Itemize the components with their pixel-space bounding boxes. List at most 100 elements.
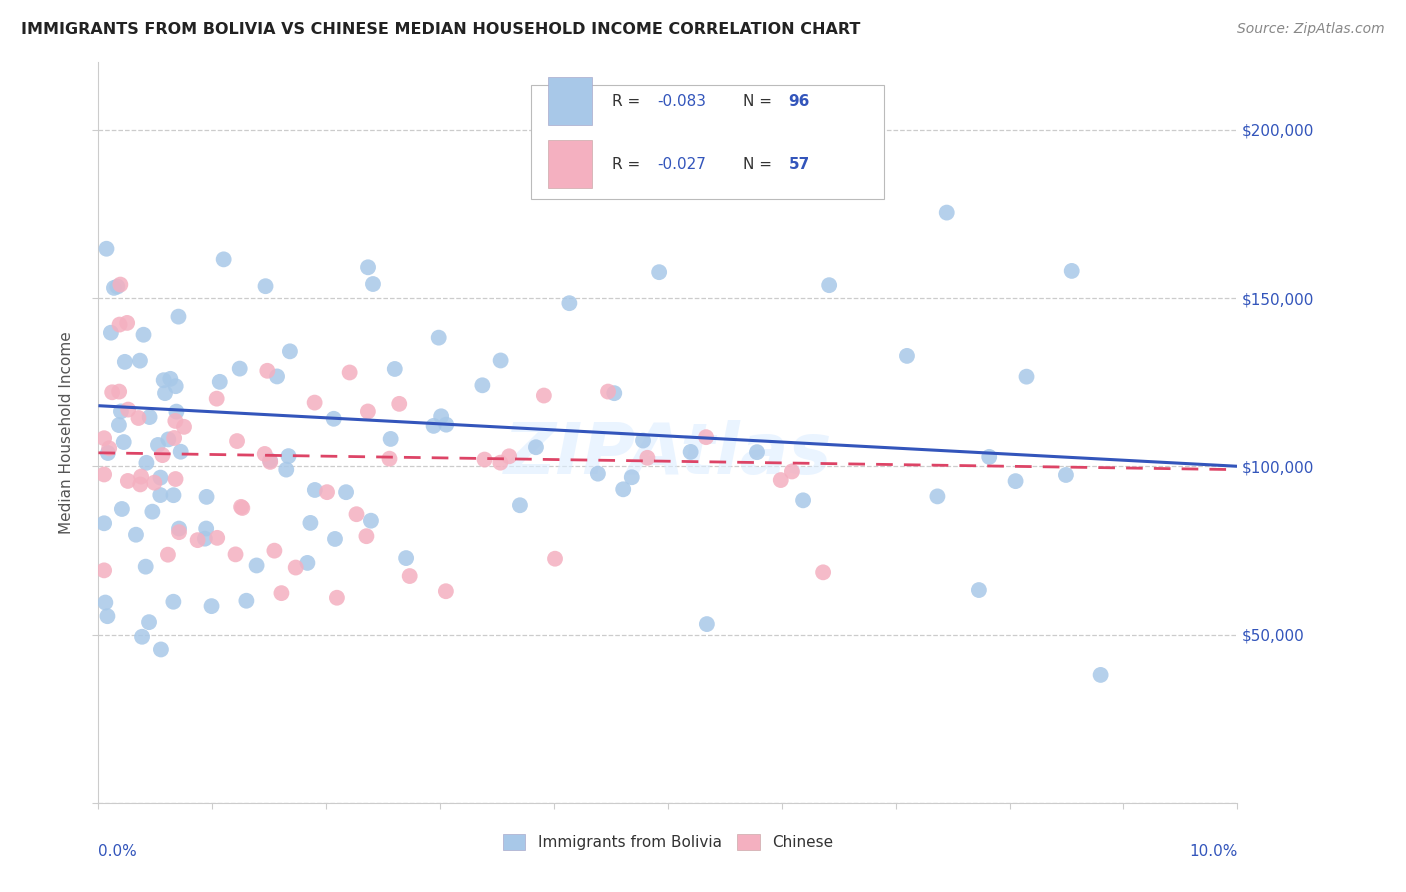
Text: R =: R = <box>612 157 645 172</box>
Point <box>631 434 654 448</box>
Point <box>152 373 174 387</box>
Point <box>108 318 131 332</box>
Point <box>544 551 567 566</box>
Point <box>129 477 152 491</box>
Point <box>696 617 718 632</box>
FancyBboxPatch shape <box>548 78 592 126</box>
Point <box>231 500 253 515</box>
Point <box>173 420 195 434</box>
Point <box>357 260 380 275</box>
Point <box>162 595 184 609</box>
Point <box>105 279 128 293</box>
Point <box>792 493 814 508</box>
Point <box>471 378 494 392</box>
Point <box>780 465 803 479</box>
Text: Source: ZipAtlas.com: Source: ZipAtlas.com <box>1237 22 1385 37</box>
Point <box>434 584 457 599</box>
Point <box>110 277 132 292</box>
Point <box>422 418 444 433</box>
Point <box>157 433 180 447</box>
Point <box>498 450 520 464</box>
Point <box>115 316 138 330</box>
Point <box>304 483 326 497</box>
Point <box>225 547 247 561</box>
Point <box>96 242 118 256</box>
Point <box>769 473 792 487</box>
Point <box>316 485 339 500</box>
Point <box>103 281 125 295</box>
Point <box>811 566 834 580</box>
Point <box>100 326 122 340</box>
Point <box>745 445 768 459</box>
Point <box>304 395 326 409</box>
Point <box>132 327 155 342</box>
Text: -0.027: -0.027 <box>658 157 706 172</box>
Point <box>108 384 131 399</box>
Point <box>141 505 163 519</box>
Point <box>253 447 276 461</box>
Point <box>127 411 149 425</box>
Point <box>818 278 841 293</box>
Point <box>967 582 990 597</box>
Point <box>339 366 361 380</box>
Point <box>384 362 406 376</box>
Point <box>98 442 121 456</box>
Point <box>205 531 228 545</box>
Point <box>254 279 277 293</box>
Point <box>156 548 179 562</box>
Point <box>326 591 349 605</box>
Point <box>935 205 957 219</box>
Point <box>229 500 252 514</box>
Text: -0.083: -0.083 <box>658 94 707 109</box>
Point <box>360 514 382 528</box>
Point <box>276 462 298 476</box>
Point <box>524 440 547 454</box>
Point <box>896 349 918 363</box>
Point <box>93 431 115 445</box>
Point <box>474 452 496 467</box>
Point <box>212 252 235 267</box>
Point <box>489 456 512 470</box>
Point <box>434 417 457 432</box>
Point <box>398 569 420 583</box>
Point <box>266 369 288 384</box>
Point <box>117 402 139 417</box>
Point <box>489 353 512 368</box>
Point <box>170 444 193 458</box>
Point <box>263 543 285 558</box>
Point <box>149 642 172 657</box>
Point <box>159 372 181 386</box>
Point <box>927 489 949 503</box>
FancyBboxPatch shape <box>531 85 884 200</box>
Point <box>430 409 453 424</box>
Point <box>509 498 531 512</box>
Point <box>135 456 157 470</box>
Point <box>165 414 187 428</box>
Point <box>194 532 217 546</box>
Text: 0.0%: 0.0% <box>98 844 138 858</box>
Point <box>149 470 172 484</box>
Point <box>187 533 209 548</box>
Point <box>94 596 117 610</box>
Point <box>228 361 250 376</box>
Point <box>101 385 124 400</box>
Point <box>165 379 187 393</box>
Point <box>165 472 187 486</box>
Point <box>93 563 115 577</box>
Point <box>256 364 278 378</box>
Point <box>620 470 643 484</box>
Point <box>125 527 148 541</box>
Point <box>862 173 884 187</box>
Point <box>165 404 187 418</box>
Point <box>1015 369 1038 384</box>
Point <box>117 474 139 488</box>
Point <box>586 467 609 481</box>
Point <box>235 593 257 607</box>
Point <box>335 485 357 500</box>
Text: ZIPAtlas: ZIPAtlas <box>503 420 832 490</box>
Point <box>162 488 184 502</box>
Point <box>167 310 190 324</box>
Point <box>361 277 384 291</box>
Point <box>129 469 152 483</box>
Point <box>1004 474 1026 488</box>
